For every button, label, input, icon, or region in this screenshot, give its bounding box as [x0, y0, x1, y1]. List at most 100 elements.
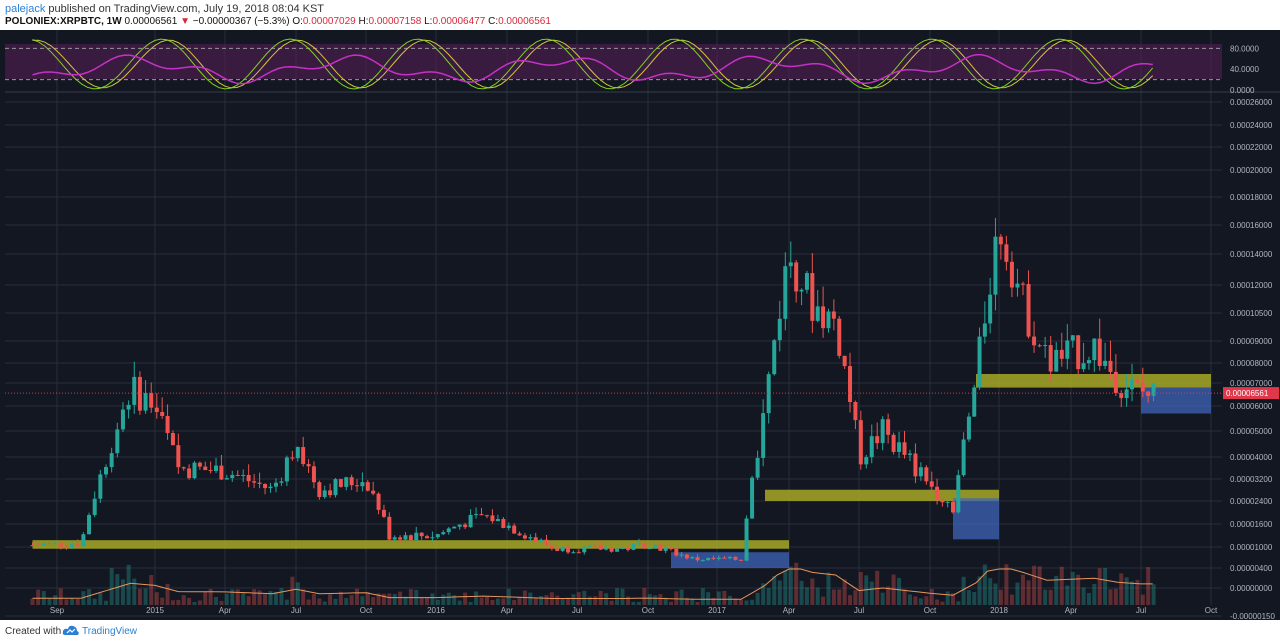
candle-80: [468, 514, 473, 528]
candle-165: [929, 481, 934, 487]
candle-93: [539, 539, 544, 542]
candle-42: [263, 484, 268, 489]
tradingview-brand[interactable]: TradingView: [82, 626, 138, 637]
volume-bar-141: [799, 580, 804, 605]
volume-bar-200: [1119, 573, 1124, 605]
candle-5: [58, 542, 63, 547]
candle-148: [837, 318, 842, 356]
x-tick-label-4: Oct: [360, 606, 373, 615]
volume-bar-55: [333, 598, 338, 605]
x-tick-label-0: Sep: [50, 606, 65, 615]
volume-bar-29: [192, 601, 197, 605]
volume-bar-84: [490, 599, 495, 605]
candle-166: [935, 486, 940, 500]
candle-101: [582, 546, 587, 553]
candle-39: [246, 474, 251, 482]
volume-bar-170: [956, 601, 961, 605]
price-chart[interactable]: 80.0000 40.0000 0.0000 0.00006561 0.0002600…: [0, 30, 1280, 621]
candle-164: [924, 467, 929, 482]
candle-26: [176, 445, 181, 468]
author-link[interactable]: palejack: [5, 3, 46, 15]
volume-bar-120: [684, 597, 689, 605]
y-tick-label-4: 0.00018000: [1230, 193, 1273, 202]
y-tick-label-15: 0.00003200: [1230, 475, 1273, 484]
volume-bar-79: [463, 592, 468, 605]
y-tick-label-6: 0.00014000: [1230, 250, 1273, 259]
volume-bar-126: [716, 591, 721, 605]
candle-157: [886, 419, 891, 435]
volume-bar-114: [653, 595, 658, 605]
volume-bar-33: [214, 596, 219, 605]
candle-181: [1015, 283, 1020, 288]
candle-43: [268, 486, 273, 489]
volume-bar-69: [408, 589, 413, 605]
volume-bar-106: [609, 600, 614, 605]
chart-area[interactable]: 80.0000 40.0000 0.0000 0.00006561 0.0002600…: [0, 30, 1280, 621]
low-value: 0.00006477: [432, 16, 486, 27]
volume-bar-94: [544, 595, 549, 605]
volume-bar-136: [772, 576, 777, 605]
candle-173: [972, 387, 977, 417]
candle-127: [722, 557, 727, 559]
candle-62: [371, 490, 376, 494]
candle-1: [36, 545, 41, 547]
candle-108: [620, 547, 625, 549]
low-label: L:: [424, 16, 433, 27]
volume-bar-150: [848, 595, 853, 605]
volume-bar-43: [268, 591, 273, 605]
candle-69: [408, 535, 413, 541]
candle-44: [273, 482, 278, 487]
candle-97: [560, 546, 565, 551]
candle-137: [777, 318, 782, 341]
candle-22: [154, 407, 159, 413]
candle-75: [441, 532, 446, 535]
candle-188: [1054, 349, 1059, 372]
candle-197: [1103, 360, 1108, 366]
volume-bar-157: [886, 586, 891, 605]
volume-bar-202: [1130, 581, 1135, 605]
volume-bar-11: [92, 598, 97, 605]
volume-bar-149: [842, 579, 847, 605]
candle-186: [1043, 345, 1048, 347]
volume-bar-81: [474, 591, 479, 605]
volume-bar-143: [810, 578, 815, 605]
volume-bar-27: [181, 595, 186, 605]
volume-bar-62: [371, 597, 376, 605]
volume-bar-10: [87, 589, 92, 605]
candle-12: [98, 474, 103, 499]
volume-bar-122: [695, 601, 700, 605]
x-tick-label-6: Apr: [501, 606, 514, 615]
candle-160: [902, 442, 907, 455]
volume-bar-88: [512, 599, 517, 605]
candle-176: [988, 294, 993, 324]
candle-111: [636, 543, 641, 545]
tradingview-cloud-icon[interactable]: [62, 624, 80, 638]
volume-bar-203: [1135, 579, 1140, 605]
volume-bar-176: [988, 578, 993, 605]
candle-2: [41, 543, 46, 546]
volume-bar-51: [311, 594, 316, 605]
y-tick-label-16: 0.00002400: [1230, 497, 1273, 506]
candle-121: [690, 557, 695, 559]
candles: [30, 217, 1156, 562]
candle-3: [47, 543, 52, 545]
volume-bar-5: [58, 588, 63, 605]
high-value: 0.00007158: [368, 16, 422, 27]
x-tick-label-3: Jul: [291, 606, 301, 615]
candle-128: [727, 556, 732, 559]
candle-191: [1070, 335, 1075, 341]
candle-118: [674, 548, 679, 556]
volume-bar-135: [766, 588, 771, 605]
candle-64: [381, 509, 386, 517]
candle-38: [241, 474, 246, 476]
volume-bar-163: [918, 598, 923, 605]
candle-16: [120, 409, 125, 430]
candle-0: [30, 545, 35, 547]
open-value: 0.00007029: [302, 16, 356, 27]
volume-bar-65: [387, 593, 392, 605]
last-price: 0.00006561: [124, 16, 178, 27]
x-tick-label-2: Apr: [219, 606, 232, 615]
volume-bar-96: [555, 595, 560, 605]
volume-bar-118: [674, 591, 679, 605]
candle-150: [848, 366, 853, 402]
